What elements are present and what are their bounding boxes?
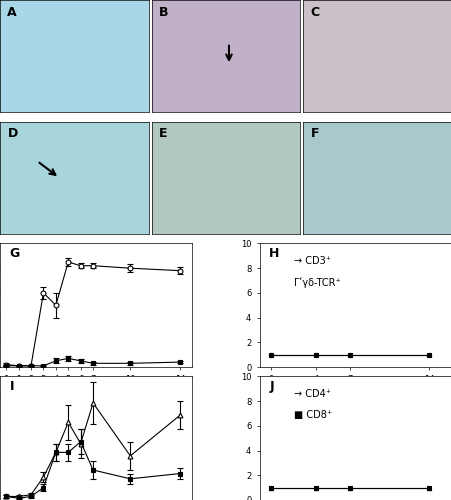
Text: F: F xyxy=(310,128,318,140)
Text: → CD3⁺: → CD3⁺ xyxy=(294,256,331,266)
Text: G: G xyxy=(9,247,20,260)
Text: ■ CD8⁺: ■ CD8⁺ xyxy=(294,410,331,420)
Text: E: E xyxy=(159,128,167,140)
Text: C: C xyxy=(310,6,319,18)
Text: B: B xyxy=(159,6,168,18)
Text: Γʹγδ-TCR⁺: Γʹγδ-TCR⁺ xyxy=(294,277,340,287)
Text: D: D xyxy=(7,128,18,140)
Text: J: J xyxy=(269,380,273,393)
Text: → CD4⁺: → CD4⁺ xyxy=(294,389,331,399)
Text: A: A xyxy=(7,6,17,18)
Text: I: I xyxy=(9,380,14,393)
Text: H: H xyxy=(269,247,279,260)
